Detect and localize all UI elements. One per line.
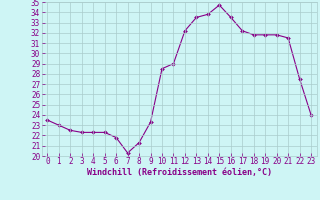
X-axis label: Windchill (Refroidissement éolien,°C): Windchill (Refroidissement éolien,°C) [87,168,272,177]
